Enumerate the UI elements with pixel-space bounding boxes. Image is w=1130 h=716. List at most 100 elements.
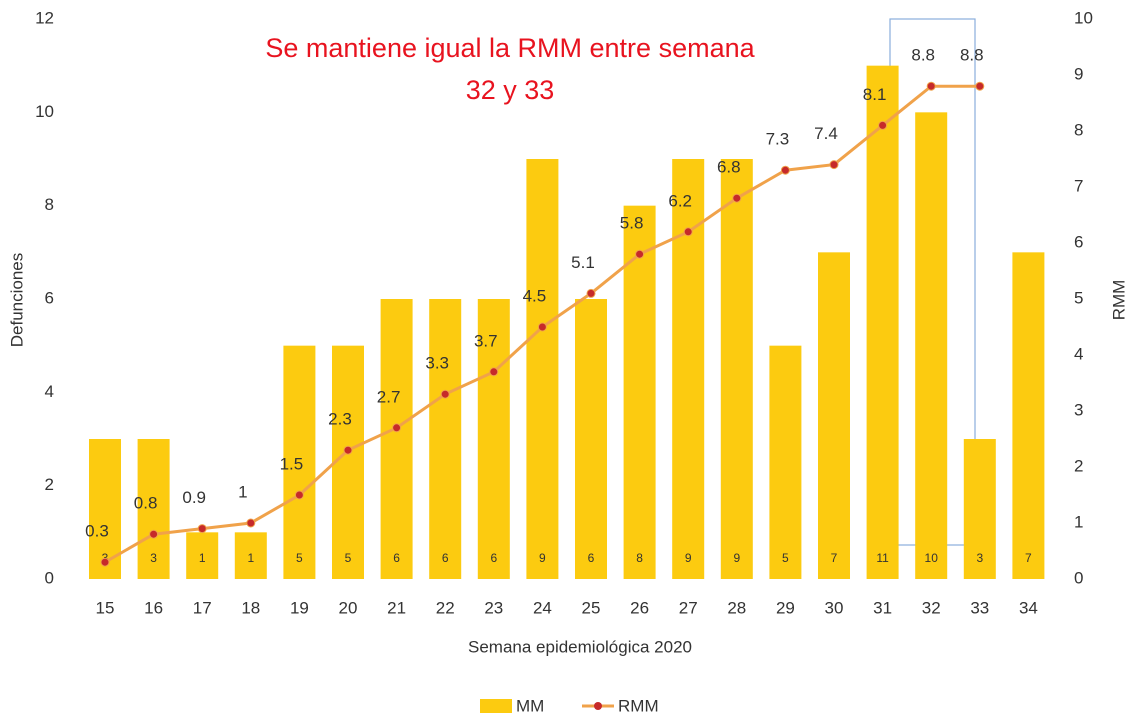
y2-tick-label: 2	[1074, 456, 1083, 475]
bar-value-label: 6	[588, 551, 595, 565]
bar-value-label: 6	[490, 551, 497, 565]
bar-value-label: 10	[925, 551, 939, 565]
line-value-label: 2.3	[328, 410, 352, 429]
bar	[429, 299, 462, 579]
x-tick-label: 30	[825, 598, 844, 617]
bar-value-label: 5	[782, 551, 789, 565]
y-tick-label: 0	[45, 568, 54, 587]
x-tick-label: 34	[1019, 598, 1038, 617]
y-tick-label: 2	[45, 475, 54, 494]
line-value-label: 3.7	[474, 331, 498, 350]
y2-tick-label: 6	[1074, 232, 1083, 251]
bar	[672, 159, 705, 579]
x-tick-label: 24	[533, 598, 552, 617]
line-marker	[878, 120, 888, 130]
line-value-label: 6.8	[717, 158, 741, 177]
y-tick-label: 8	[45, 195, 54, 214]
line-marker	[343, 445, 353, 455]
bar	[769, 345, 802, 579]
y2-tick-label: 7	[1074, 176, 1083, 195]
line-value-label: 8.8	[960, 46, 984, 65]
bar-value-label: 8	[636, 551, 643, 565]
x-tick-label: 25	[582, 598, 601, 617]
bar	[720, 159, 753, 579]
line-marker	[392, 423, 402, 433]
bar-value-label: 9	[539, 551, 546, 565]
bar	[866, 65, 899, 579]
line-value-label: 4.5	[523, 286, 547, 305]
bar-value-label: 6	[442, 551, 449, 565]
bar	[477, 299, 510, 579]
legend-marker	[594, 702, 602, 710]
bar-value-label: 5	[296, 551, 303, 565]
bar	[332, 345, 364, 579]
bar-value-label: 3	[976, 551, 983, 565]
y2-tick-label: 1	[1074, 512, 1083, 531]
bar-value-label: 7	[1025, 551, 1032, 565]
line-marker	[246, 518, 256, 528]
bar-value-label: 1	[247, 551, 254, 565]
bar-value-label: 1	[199, 551, 206, 565]
y-tick-label: 6	[45, 288, 54, 307]
y2-tick-label: 0	[1074, 568, 1083, 587]
x-tick-label: 22	[436, 598, 455, 617]
x-tick-label: 19	[290, 598, 309, 617]
bar	[915, 112, 948, 579]
y-axis-title: Defunciones	[7, 253, 26, 348]
line-value-label: 7.4	[814, 124, 838, 143]
x-tick-label: 28	[727, 598, 746, 617]
y2-tick-label: 3	[1074, 400, 1083, 419]
line-value-label: 0.9	[182, 488, 206, 507]
bar	[526, 159, 559, 579]
x-tick-label: 21	[387, 598, 406, 617]
bar	[186, 532, 219, 579]
bar	[137, 439, 170, 579]
line-marker	[780, 165, 790, 175]
line-marker	[537, 322, 547, 332]
line-marker	[100, 557, 110, 567]
line-marker	[294, 490, 304, 500]
x-tick-label: 26	[630, 598, 649, 617]
x-tick-label: 20	[339, 598, 358, 617]
line-value-label: 1	[238, 482, 247, 501]
bar-value-label: 9	[685, 551, 692, 565]
y-tick-label: 10	[35, 102, 54, 121]
bar	[623, 205, 656, 579]
bar	[575, 299, 607, 579]
line-marker	[149, 529, 159, 539]
line-value-label: 8.1	[863, 85, 887, 104]
line-value-label: 1.5	[280, 454, 304, 473]
bar-value-label: 7	[831, 551, 838, 565]
line-value-label: 6.2	[668, 191, 692, 210]
bar	[1012, 252, 1045, 580]
legend-swatch	[480, 699, 512, 713]
legend-label: MM	[516, 696, 544, 715]
bar	[234, 532, 267, 579]
bar-value-label: 5	[345, 551, 352, 565]
line-value-label: 5.8	[620, 214, 644, 233]
line-marker	[829, 160, 839, 170]
line-value-label: 0.3	[85, 522, 109, 541]
bar-value-label: 9	[733, 551, 740, 565]
x-tick-label: 31	[873, 598, 892, 617]
x-tick-label: 15	[96, 598, 115, 617]
line-value-label: 7.3	[766, 130, 790, 149]
line-marker	[683, 227, 693, 237]
line-marker	[440, 389, 450, 399]
bar	[380, 299, 413, 579]
line-value-label: 2.7	[377, 387, 401, 406]
x-tick-label: 32	[922, 598, 941, 617]
x-tick-label: 23	[484, 598, 503, 617]
bar-value-label: 3	[150, 551, 157, 565]
bar	[963, 439, 996, 579]
legend-label: RMM	[618, 696, 659, 715]
line-marker	[926, 81, 936, 91]
line-marker	[197, 524, 207, 534]
line-value-label: 3.3	[425, 354, 449, 373]
bar	[818, 252, 850, 580]
x-tick-label: 17	[193, 598, 212, 617]
y2-tick-label: 9	[1074, 64, 1083, 83]
x-axis-title: Semana epidemiológica 2020	[468, 637, 692, 656]
bar	[283, 345, 316, 579]
